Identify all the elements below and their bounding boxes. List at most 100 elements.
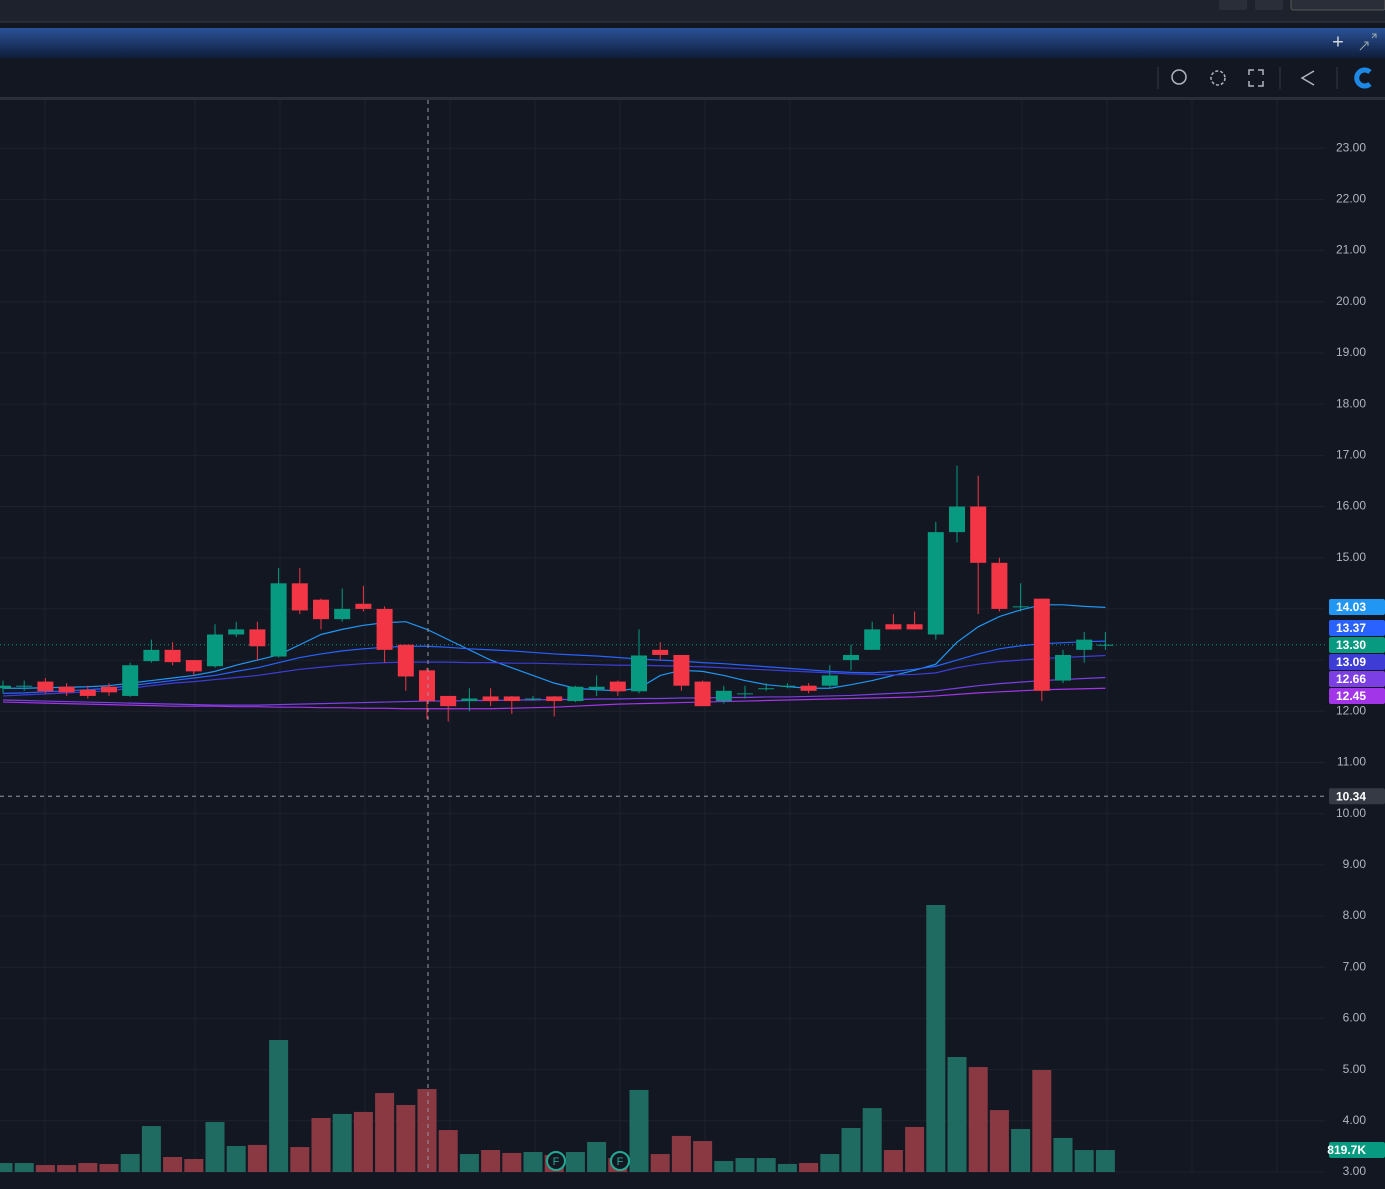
- expand-icon[interactable]: [1359, 33, 1377, 51]
- candle-body: [588, 686, 605, 690]
- volume-bar: [1095, 1150, 1115, 1172]
- event-marker[interactable]: [546, 1151, 566, 1171]
- volume-bar: [841, 1128, 861, 1172]
- volume-bar: [587, 1141, 607, 1172]
- candle-body: [143, 649, 160, 662]
- volume-bar: [226, 1145, 246, 1172]
- share-icon[interactable]: [1300, 70, 1315, 86]
- candle-body: [673, 654, 690, 686]
- volume-bar: [290, 1147, 310, 1172]
- search-box[interactable]: [1290, 0, 1385, 11]
- y-tick-label: 15.00: [1336, 550, 1366, 564]
- candle-body: [291, 583, 308, 611]
- volume-bar: [417, 1089, 437, 1172]
- volume-bar: [756, 1158, 776, 1172]
- volume-bar: [926, 905, 946, 1172]
- volume-bar: [947, 1056, 967, 1172]
- candle-body: [567, 686, 584, 702]
- volume-bar: [459, 1154, 479, 1172]
- y-tick-label: 5.00: [1343, 1062, 1367, 1076]
- price-label-box: [1329, 788, 1385, 805]
- price-label: 10.34: [1336, 789, 1366, 803]
- event-marker[interactable]: [610, 1151, 630, 1171]
- y-tick-label: 8.00: [1343, 908, 1367, 922]
- candle-body: [461, 698, 478, 702]
- y-tick-label: 20.00: [1336, 294, 1366, 308]
- volume-bar: [735, 1158, 755, 1172]
- price-label: 819.7K: [1327, 1143, 1366, 1157]
- volume-bar: [565, 1152, 585, 1172]
- layout-button[interactable]: [1219, 0, 1247, 10]
- volume-bar: [629, 1089, 649, 1172]
- volume-bar: [1053, 1137, 1073, 1172]
- candle-body: [164, 649, 181, 663]
- volume-bar: [968, 1067, 988, 1172]
- candle-body: [843, 654, 859, 661]
- candle-body: [419, 670, 435, 702]
- logo[interactable]: [1354, 67, 1372, 89]
- volume-bar: [799, 1163, 819, 1172]
- volume-bar: [375, 1093, 395, 1172]
- price-label-box: [1329, 637, 1385, 653]
- y-tick-label: 19.00: [1336, 345, 1366, 359]
- candle-body: [1055, 654, 1071, 681]
- fullscreen-icon[interactable]: [1248, 69, 1264, 87]
- volume-bar: [777, 1163, 797, 1172]
- moving-average: [2, 640, 1106, 694]
- volume-bar: [163, 1156, 183, 1172]
- candle-body: [0, 685, 11, 689]
- volume-bar: [523, 1152, 543, 1172]
- candle-body: [101, 686, 117, 693]
- candle-body: [927, 532, 944, 635]
- volume-bar: [714, 1161, 734, 1172]
- candle-body: [949, 506, 965, 533]
- zoom-icon[interactable]: [1171, 69, 1187, 85]
- event-label[interactable]: F: [617, 1156, 624, 1168]
- candle-body: [249, 629, 266, 647]
- candle-body: [79, 689, 96, 696]
- settings-icon[interactable]: [1210, 70, 1226, 86]
- candle-body: [991, 562, 1008, 609]
- volume-bar: [99, 1163, 119, 1172]
- y-tick-label: 3.00: [1343, 1164, 1367, 1178]
- volume-bar: [989, 1110, 1009, 1172]
- price-label-box: [1329, 654, 1385, 670]
- price-label: 13.09: [1336, 655, 1366, 669]
- add-button[interactable]: [1255, 0, 1283, 10]
- candle-body: [1033, 598, 1050, 691]
- volume-bar: [0, 1163, 13, 1172]
- volume-bar: [332, 1113, 352, 1172]
- y-tick-label: 4.00: [1343, 1113, 1367, 1127]
- volume-bar: [481, 1150, 501, 1172]
- volume-bar: [269, 1039, 289, 1172]
- y-tick-label: 9.00: [1343, 857, 1367, 871]
- price-label: 13.30: [1336, 638, 1366, 652]
- toolbar: [0, 60, 1385, 98]
- price-label: 14.03: [1336, 600, 1366, 614]
- candle-body: [440, 695, 457, 707]
- volume-bar: [502, 1152, 522, 1172]
- candle-body: [694, 681, 711, 707]
- volume-bar: [120, 1154, 140, 1172]
- candle-body: [270, 583, 287, 657]
- volume-bar: [57, 1165, 77, 1172]
- moving-average: [2, 654, 1106, 697]
- y-tick-label: 17.00: [1336, 448, 1366, 462]
- add-icon[interactable]: +: [1332, 31, 1344, 53]
- volume-bar: [883, 1150, 903, 1172]
- panel-header: [0, 28, 1385, 58]
- volume-bar: [353, 1111, 373, 1172]
- candle-body: [313, 599, 329, 620]
- candle-body: [758, 688, 775, 690]
- candle-body: [525, 698, 541, 700]
- y-tick-label: 16.00: [1336, 499, 1366, 513]
- candle-body: [885, 624, 902, 630]
- event-label[interactable]: F: [553, 1156, 560, 1168]
- price-label: 12.45: [1336, 689, 1366, 703]
- candle-body: [715, 690, 732, 702]
- price-label: 12.66: [1336, 672, 1366, 686]
- volume-bar: [438, 1130, 458, 1172]
- volume-bar: [1011, 1128, 1031, 1172]
